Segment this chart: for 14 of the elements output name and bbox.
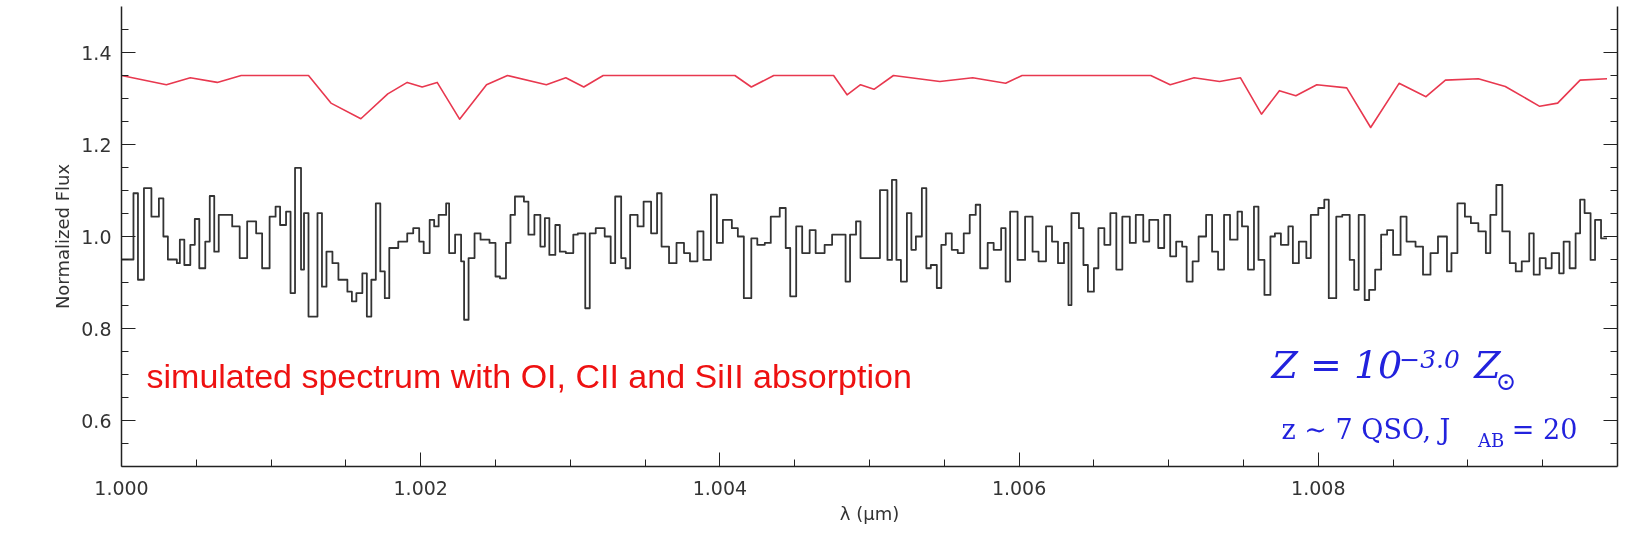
annotation: simulated spectrum with OI, CII and SiII absorption xyxy=(146,356,912,395)
y-tick-label: 0.8 xyxy=(81,317,112,340)
x-tick-label: 1.002 xyxy=(393,476,448,499)
y-tick-label: 0.6 xyxy=(81,409,112,432)
x-tick-label: 1.004 xyxy=(692,476,748,499)
x-tick-label: 1.000 xyxy=(94,476,149,499)
y-tick-label: 1.4 xyxy=(81,41,112,64)
y-tick-label: 1.2 xyxy=(81,133,112,156)
x-axis-title: λ (μm) xyxy=(839,502,900,524)
y-tick-label: 1.0 xyxy=(81,225,112,248)
x-tick-label: 1.006 xyxy=(991,476,1047,499)
x-tick-label: 1.008 xyxy=(1291,476,1346,499)
y-axis-title: Normalized Flux xyxy=(52,163,74,310)
line-series xyxy=(121,74,1608,129)
